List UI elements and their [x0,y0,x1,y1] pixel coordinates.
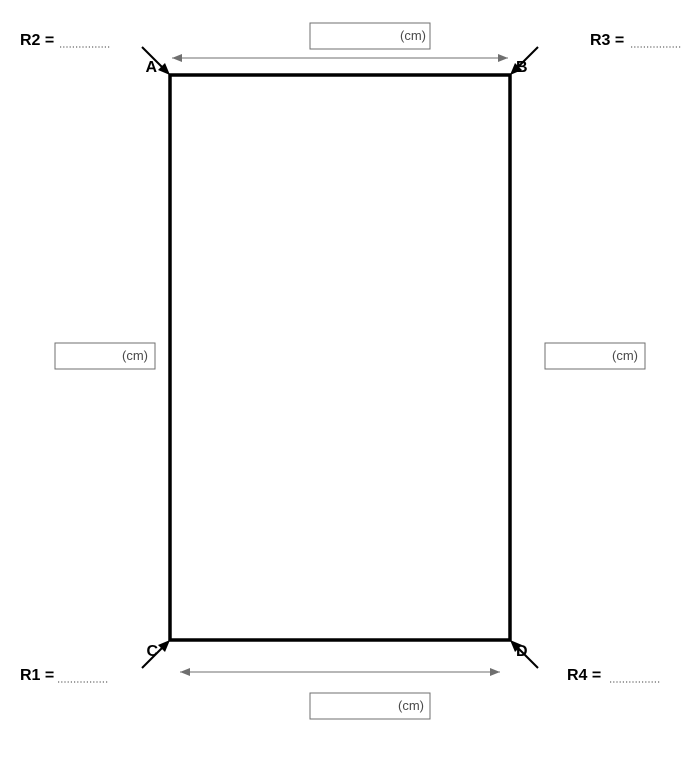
dim-box-bottom-unit: (cm) [398,698,424,713]
dim-box-bottom[interactable]: (cm) [310,693,430,719]
dim-box-left[interactable]: (cm) [55,343,155,369]
dim-box-right[interactable]: (cm) [545,343,645,369]
dim-box-top-unit: (cm) [400,28,426,43]
dim-bottom [180,668,500,676]
dim-box-left-unit: (cm) [122,348,148,363]
diagram-canvas: A B C D R2 = R3 = R1 = R4 = [0,0,700,757]
dim-box-top[interactable]: (cm) [310,23,430,49]
r3-label: R3 = [590,32,624,49]
r4-label: R4 = [567,667,601,684]
r1-label: R1 = [20,667,54,684]
dim-top [172,54,508,62]
dim-box-right-unit: (cm) [612,348,638,363]
main-rectangle [170,75,510,640]
r2-label: R2 = [20,32,54,49]
